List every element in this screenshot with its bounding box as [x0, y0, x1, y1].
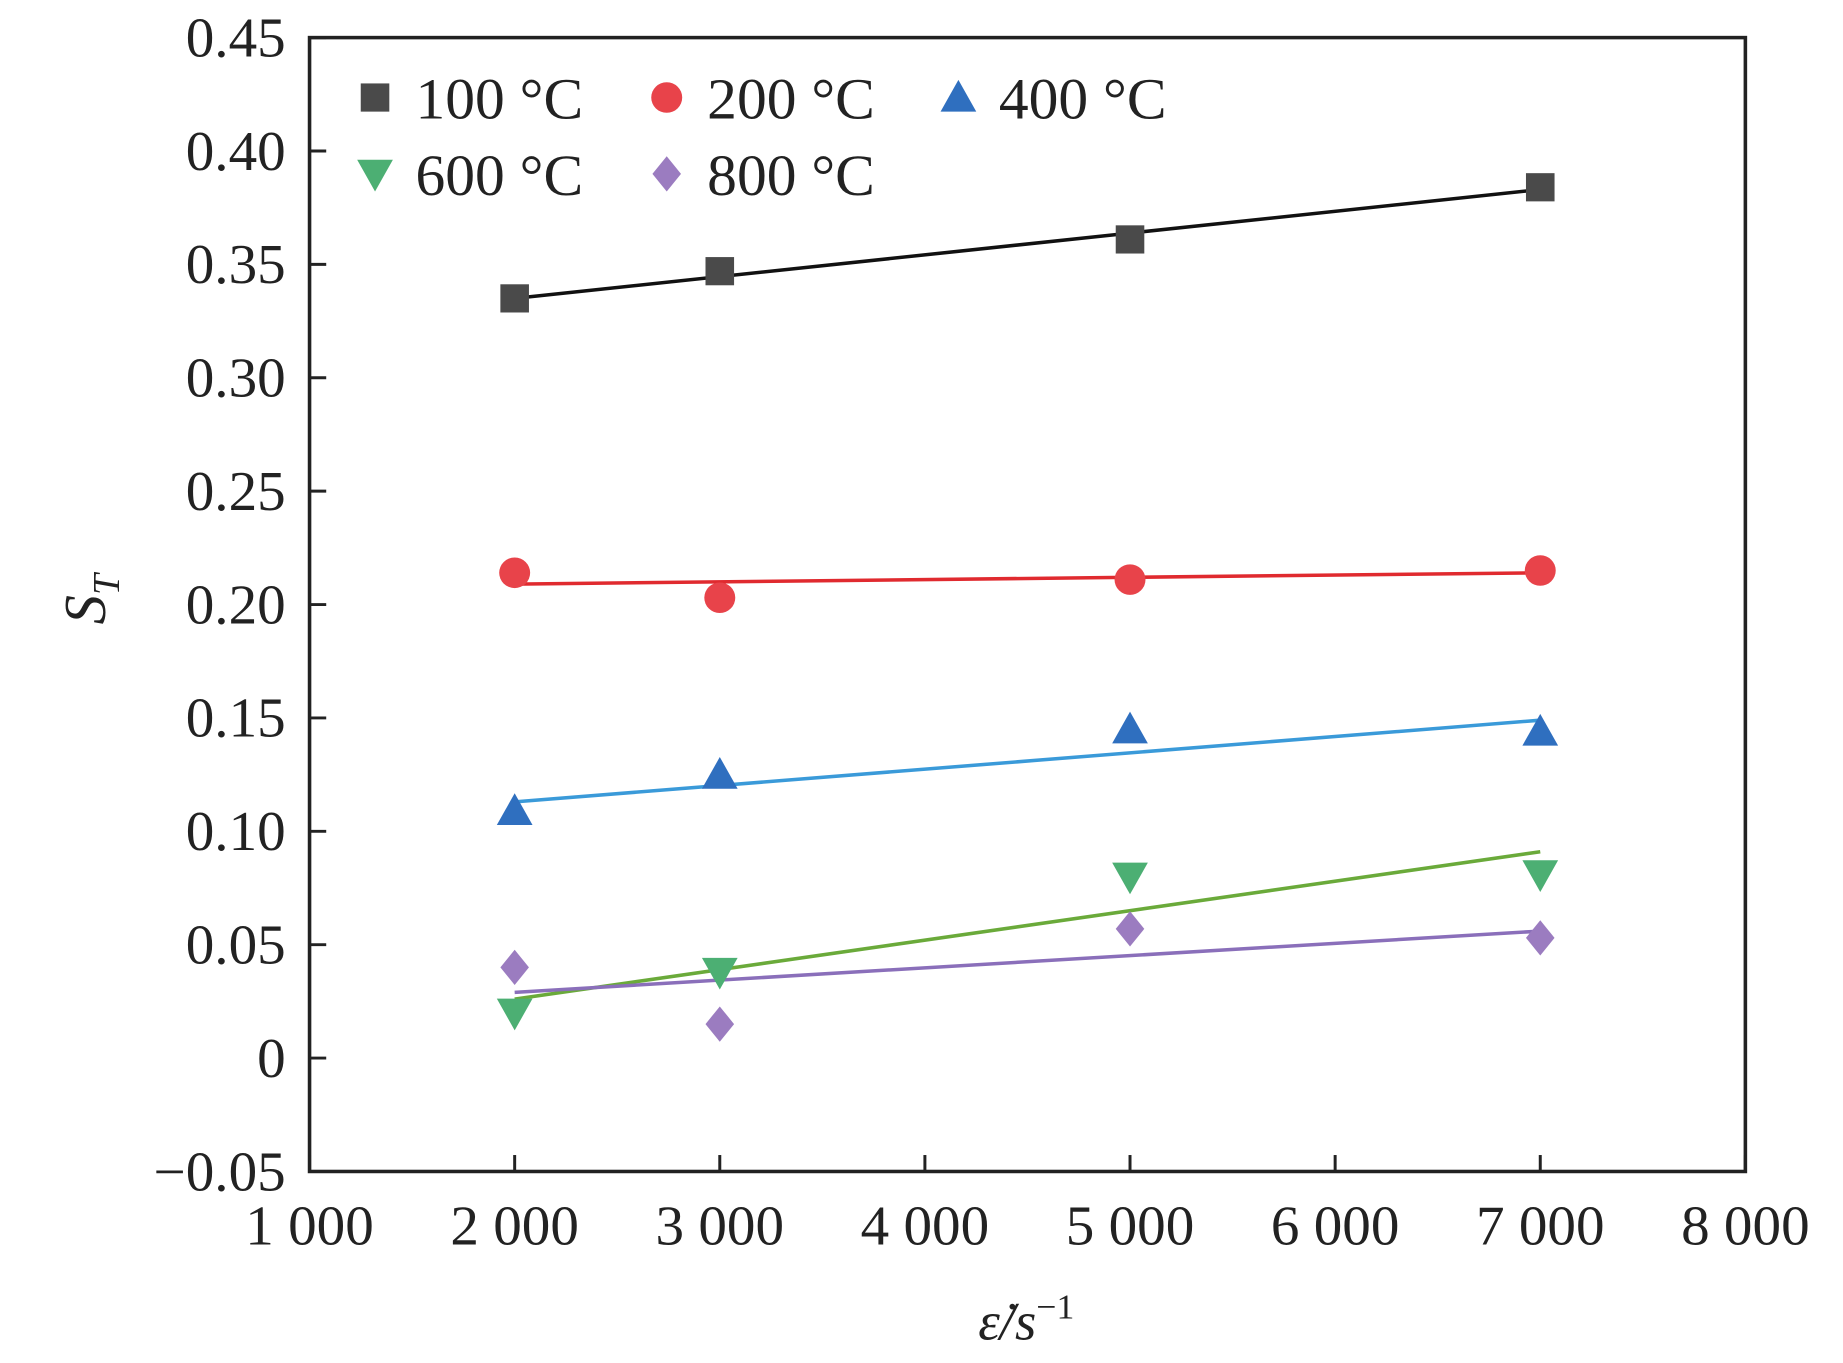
series-400-point: [496, 793, 533, 826]
series-100-point: [500, 284, 529, 313]
series-800-fit-line: [514, 929, 1541, 995]
series-800-point: [705, 1006, 735, 1042]
legend-marker-diamond: [652, 156, 682, 192]
y-tick-label: 0.15: [186, 687, 286, 750]
y-tick-label: 0.20: [186, 574, 286, 637]
series-400-fit-line: [514, 718, 1541, 804]
legend: 100 °C 200 °C 400 °C 600 °C 800 °C: [357, 66, 1167, 208]
legend-marker-triangle-down: [357, 159, 393, 192]
x-tick-label: 7 000: [1476, 1195, 1605, 1258]
legend-label: 600 °C: [416, 142, 584, 208]
axes: 1 000 2 000 3 000 4 000 5 000 6 000 7 000 8 000…: [154, 7, 1810, 1258]
y-tick-label: 0.30: [186, 347, 286, 410]
y-tick-label: 0.10: [186, 800, 286, 863]
x-tick-label: 2 000: [450, 1195, 579, 1258]
series-400-point: [1112, 711, 1148, 744]
series-400-point: [1522, 713, 1559, 746]
series-600-point: [496, 998, 533, 1031]
series-600-point: [1112, 862, 1148, 895]
x-tick-label: 6 000: [1271, 1195, 1400, 1258]
legend-marker-triangle-up: [940, 79, 977, 112]
x-tick-label: 5 000: [1066, 1195, 1195, 1258]
series-800-point: [500, 949, 529, 986]
x-tick-label: 8 000: [1681, 1195, 1810, 1258]
y-tick-label: 0.05: [186, 914, 286, 977]
series-600-point: [1522, 860, 1559, 893]
series-200-point: [704, 582, 736, 614]
y-tick-label: 0.45: [186, 7, 286, 70]
y-tick-label: 0.35: [186, 234, 286, 297]
series-200-fit-line: [514, 571, 1541, 586]
y-axis-label: ST: [51, 571, 128, 624]
legend-label: 200 °C: [707, 66, 875, 132]
series-600-point: [701, 957, 738, 990]
series-100-point: [705, 257, 735, 286]
x-tick-label: 3 000: [655, 1195, 784, 1258]
x-axis-label: ε̇/s−1: [978, 1287, 1074, 1352]
y-axis-label-main: S: [51, 595, 117, 624]
y-axis-label-sub: T: [86, 571, 128, 595]
x-tick-label: 1 000: [245, 1195, 374, 1258]
series-200-point: [1524, 555, 1556, 586]
series-200-point: [1114, 564, 1146, 595]
series-100-fit-line: [514, 187, 1541, 301]
fit-lines: [514, 187, 1541, 1001]
series-200-point: [499, 557, 531, 589]
x-axis-label-sup: −1: [1036, 1287, 1074, 1327]
legend-label: 400 °C: [999, 66, 1167, 132]
series-800-point: [1525, 920, 1555, 956]
x-tick-label: 4 000: [861, 1195, 990, 1258]
series-800-point: [1115, 911, 1145, 947]
legend-marker-square: [360, 83, 390, 112]
legend-marker-circle: [651, 82, 683, 113]
y-tick-label: 0.40: [186, 120, 286, 183]
series-100-point: [1525, 173, 1555, 202]
data-points: [496, 173, 1559, 1042]
y-tick-label: 0: [257, 1027, 286, 1090]
series-100-point: [1115, 225, 1145, 254]
y-tick-label: −0.05: [154, 1141, 286, 1204]
series-600-fit-line: [514, 849, 1541, 1001]
y-tick-label: 0.25: [186, 460, 286, 523]
legend-label: 800 °C: [707, 142, 875, 208]
legend-label: 100 °C: [416, 66, 584, 132]
x-axis-label-main: ε̇/s: [978, 1292, 1036, 1352]
series-400-point: [701, 756, 738, 789]
